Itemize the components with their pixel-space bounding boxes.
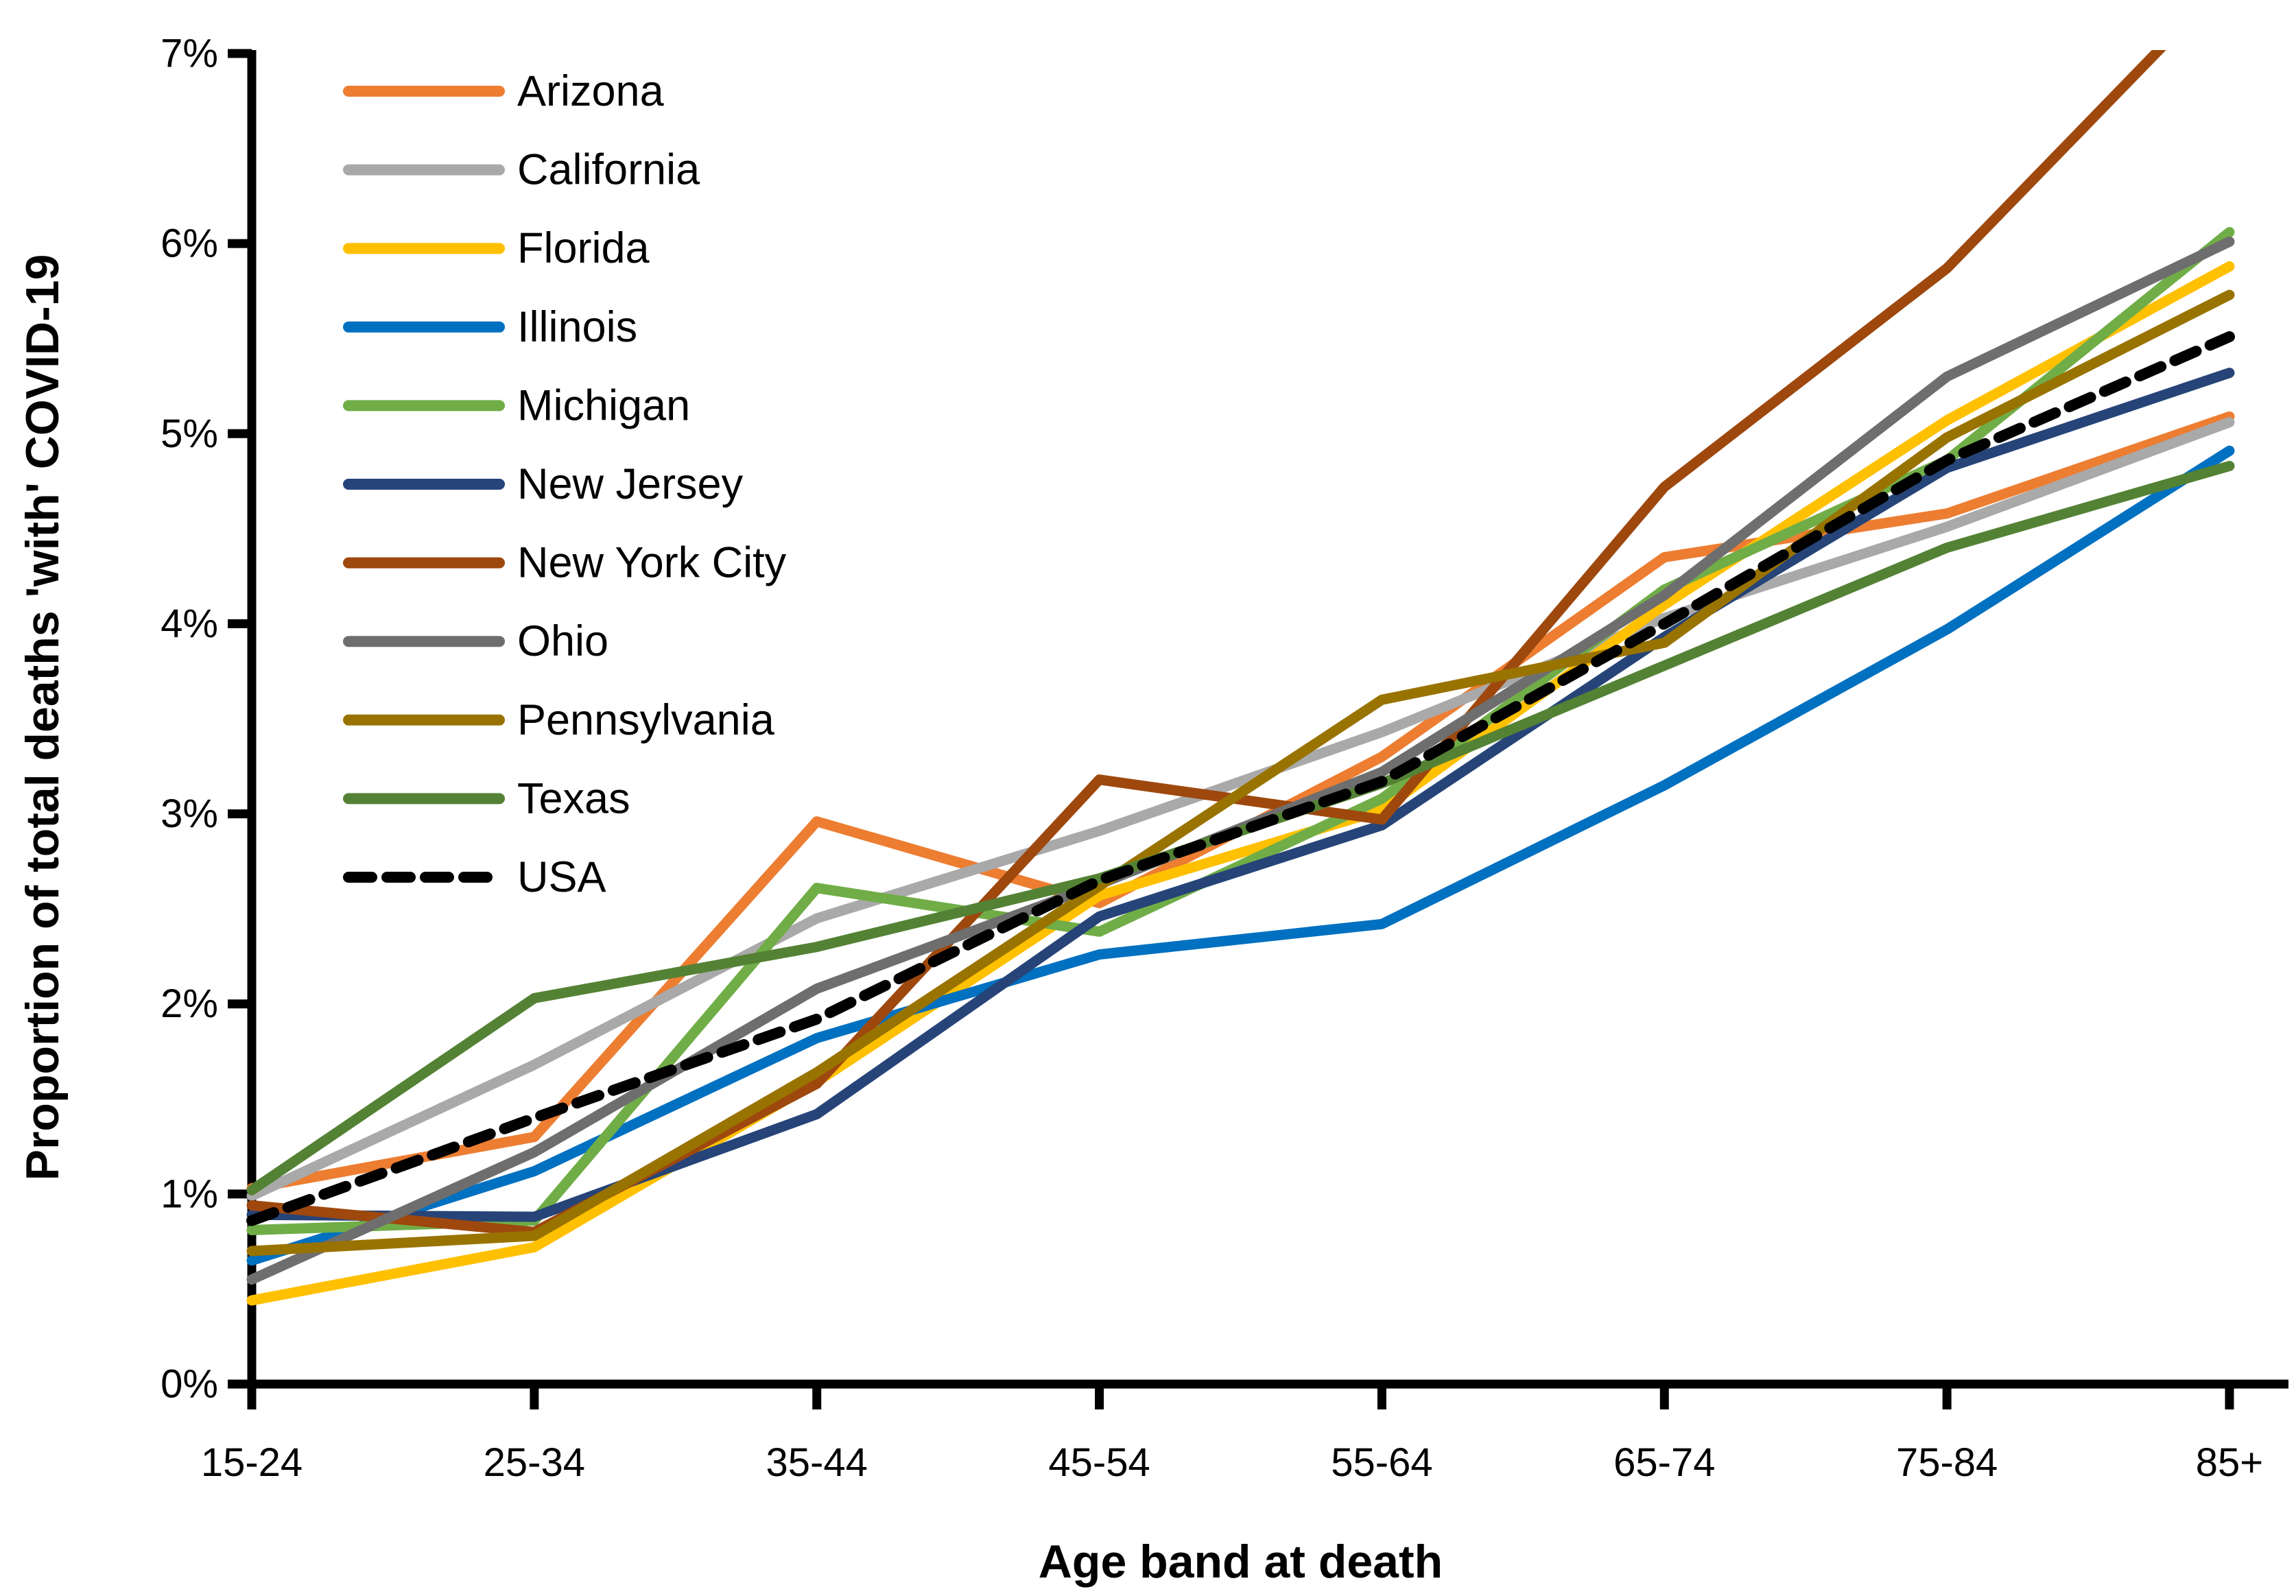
legend-label: Ohio	[517, 617, 608, 665]
series-line-illinois	[246, 445, 2235, 1266]
y-tick-label: 7%	[161, 32, 218, 76]
x-tick-label: 35-44	[766, 1440, 868, 1485]
legend-label: Florida	[517, 224, 650, 272]
legend-label: Pennsylvania	[517, 696, 775, 744]
series-line-new-jersey	[246, 368, 2235, 1222]
y-tick-label: 4%	[161, 602, 218, 646]
x-tick-label: 65-74	[1613, 1440, 1715, 1485]
legend-item-ohio: Ohio	[343, 617, 608, 665]
legend-item-florida: Florida	[343, 224, 650, 272]
x-tick-label: 15-24	[201, 1440, 303, 1485]
legend-label: New Jersey	[517, 460, 744, 508]
legend-label: Illinois	[517, 303, 637, 351]
y-axis-ticks: 0% 1% 2% 3% 4% 5% 6% 7%	[161, 32, 252, 1407]
legend-label: USA	[517, 853, 606, 901]
x-tick-label: 45-54	[1048, 1440, 1150, 1485]
y-tick-label: 0%	[161, 1362, 218, 1407]
x-tick-label: 55-64	[1331, 1440, 1432, 1485]
legend-label: Michigan	[517, 381, 690, 429]
legend-item-michigan: Michigan	[343, 381, 690, 429]
legend-item-pennsylvania: Pennsylvania	[343, 696, 775, 744]
y-tick-label: 6%	[161, 222, 218, 266]
x-tick-label: 75-84	[1896, 1440, 1998, 1485]
legend-label: New York City	[517, 539, 787, 587]
y-axis-title: Proportion of total deaths 'with' COVID-…	[16, 254, 69, 1181]
y-tick-label: 2%	[161, 981, 218, 1026]
y-tick-label: 1%	[161, 1171, 218, 1216]
legend-item-usa: USA	[343, 853, 606, 901]
y-tick-label: 3%	[161, 791, 218, 836]
x-tick-label: 85+	[2196, 1440, 2263, 1485]
y-tick-label: 5%	[161, 412, 218, 456]
legend: Arizona California Florida Illinois Michigan…	[343, 67, 787, 901]
legend-label: California	[517, 146, 700, 194]
legend-item-texas: Texas	[343, 774, 630, 822]
x-axis-title: Age band at death	[1039, 1536, 1443, 1588]
series-line-pennsylvania	[246, 289, 2235, 1256]
legend-item-illinois: Illinois	[343, 303, 637, 351]
series-line-usa	[246, 331, 2235, 1226]
legend-label: Arizona	[517, 67, 665, 115]
series-line-florida	[246, 261, 2235, 1306]
legend-item-new-york-city: New York City	[343, 539, 787, 587]
series-lines	[246, 50, 2235, 1306]
legend-item-california: California	[343, 146, 700, 194]
x-axis-ticks: 15-24 25-34 35-44 45-54 55-64 65-74 75-84 85+	[201, 1384, 2263, 1485]
x-tick-label: 25-34	[484, 1440, 585, 1485]
legend-label: Texas	[517, 774, 630, 822]
legend-item-arizona: Arizona	[343, 67, 665, 115]
legend-item-new-jersey: New Jersey	[343, 460, 744, 508]
series-line-california	[246, 417, 2235, 1202]
